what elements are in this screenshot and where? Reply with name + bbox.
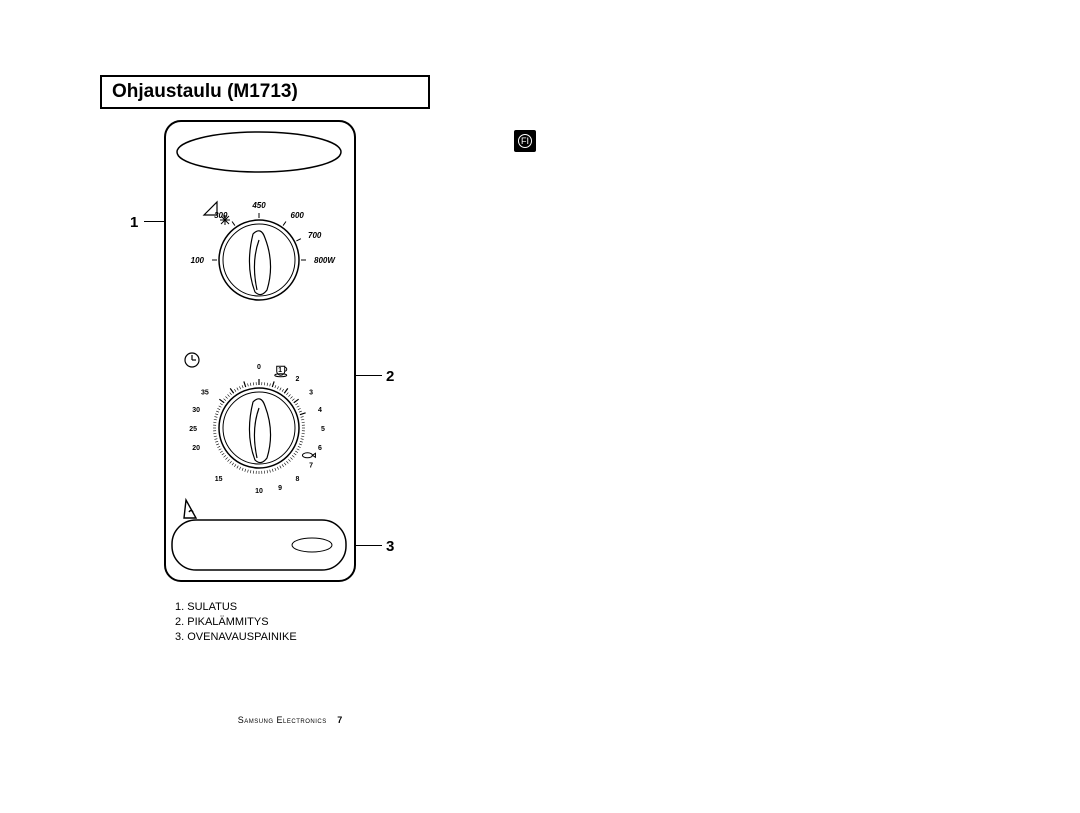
svg-text:8: 8: [295, 476, 299, 483]
svg-text:0: 0: [257, 364, 261, 371]
title-text: Ohjaustaulu (M1713): [112, 81, 298, 102]
callout-3: 3: [386, 538, 394, 555]
panel-outline: [165, 121, 355, 581]
svg-text:15: 15: [215, 476, 223, 483]
svg-text:30: 30: [192, 407, 200, 414]
svg-text:700: 700: [308, 231, 322, 240]
page-root: Ohjaustaulu (M1713) FI 1 2 3: [100, 75, 980, 109]
svg-text:9: 9: [278, 485, 282, 492]
legend-item-3: 3. OVENAVAUSPAINIKE: [175, 630, 297, 645]
panel-diagram: 100 300 450 600 700 800W 0 1 2 3 4 5 6 7 8 9 10 15 20 25 30…: [164, 120, 374, 590]
timer-dial: [219, 388, 299, 468]
legend-item-2: 2. PIKALÄMMITYS: [175, 615, 297, 630]
callout-1: 1: [130, 214, 138, 231]
svg-text:25: 25: [189, 426, 197, 433]
svg-text:7: 7: [309, 462, 313, 469]
svg-text:450: 450: [251, 201, 266, 210]
svg-text:800W: 800W: [314, 256, 336, 265]
page-footer: Samsung Electronics 7: [100, 715, 480, 725]
svg-text:10: 10: [255, 488, 263, 495]
callout-2: 2: [386, 368, 394, 385]
svg-text:2: 2: [295, 376, 299, 383]
language-code: FI: [518, 134, 532, 148]
svg-text:5: 5: [321, 426, 325, 433]
svg-text:35: 35: [201, 390, 209, 397]
svg-text:1: 1: [278, 367, 282, 374]
door-open-button: [172, 520, 346, 570]
svg-text:6: 6: [318, 445, 322, 452]
svg-text:300: 300: [214, 211, 228, 220]
svg-text:600: 600: [291, 211, 305, 220]
svg-text:3: 3: [309, 390, 313, 397]
language-badge: FI: [514, 130, 536, 152]
footer-page-number: 7: [337, 715, 342, 725]
power-dial: [219, 220, 299, 300]
svg-text:20: 20: [192, 445, 200, 452]
legend-item-1: 1. SULATUS: [175, 600, 297, 615]
legend: 1. SULATUS 2. PIKALÄMMITYS 3. OVENAVAUSP…: [175, 600, 297, 645]
svg-text:4: 4: [318, 407, 322, 414]
svg-text:100: 100: [191, 256, 205, 265]
section-title: Ohjaustaulu (M1713): [100, 75, 430, 109]
footer-brand: Samsung Electronics: [238, 715, 327, 725]
